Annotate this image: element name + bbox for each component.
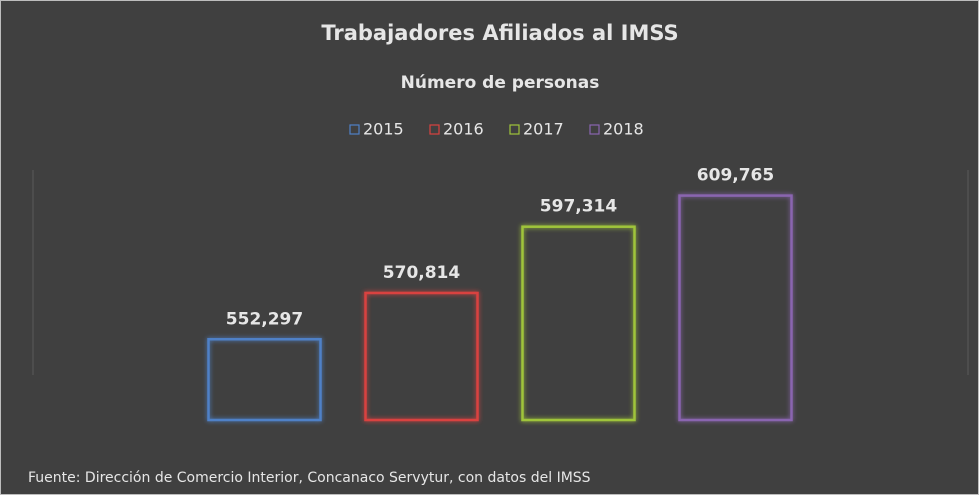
legend-swatch	[589, 124, 600, 135]
legend-swatch	[429, 124, 440, 135]
data-label: 552,297	[226, 309, 303, 329]
legend-label: 2018	[603, 120, 644, 139]
legend-swatch	[509, 124, 520, 135]
bar	[364, 291, 479, 422]
data-label: 597,314	[540, 197, 618, 217]
legend-label: 2017	[523, 120, 564, 139]
legend-label: 2016	[443, 120, 484, 139]
legend-label: 2015	[363, 120, 404, 139]
chart-title: Trabajadores Afiliados al IMSS	[321, 21, 678, 45]
bar	[678, 194, 793, 422]
legend-swatch	[349, 124, 360, 135]
bar	[207, 338, 322, 422]
data-label: 570,814	[383, 263, 461, 283]
bar	[521, 225, 636, 422]
chart-subtitle: Número de personas	[401, 73, 600, 93]
source-note: Fuente: Dirección de Comercio Interior, …	[28, 470, 591, 486]
data-label: 609,765	[697, 166, 774, 186]
